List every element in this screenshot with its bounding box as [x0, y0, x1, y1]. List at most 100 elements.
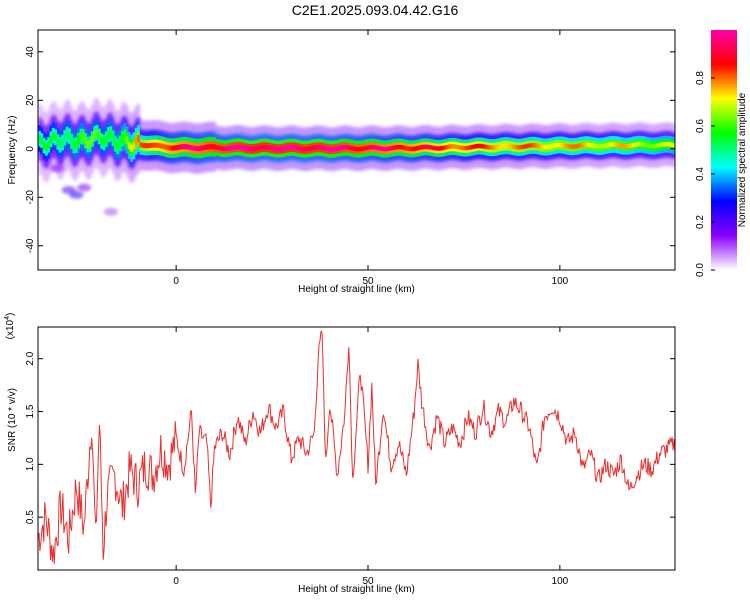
spectrogram-cell — [641, 142, 645, 147]
spectrogram-cell — [595, 144, 599, 149]
spectrogram-cell — [434, 146, 437, 151]
spectrogram-cell — [484, 144, 488, 150]
spectrogram-cell — [417, 145, 421, 150]
spectrogram-cell — [553, 143, 557, 148]
spectrogram-cell — [183, 144, 186, 150]
colorbar-tick-label: 0.6 — [695, 119, 706, 133]
spectrogram-cell — [344, 145, 348, 150]
spectrogram-cell — [231, 145, 235, 150]
scale-exponent: 4 — [4, 316, 11, 320]
spectrogram-cell — [219, 146, 223, 151]
spectrogram-cell — [387, 146, 391, 151]
spectrogram-cell — [284, 145, 288, 151]
spectrogram-cell — [252, 146, 256, 152]
spectrogram-cell — [422, 144, 426, 150]
spectrogram-cell — [77, 136, 81, 144]
spectrogram-cell — [54, 133, 58, 141]
spectrogram-cell — [503, 143, 506, 148]
spectrogram-cell — [109, 130, 113, 138]
spectrogram-cell — [427, 144, 431, 150]
spectrogram-cell — [535, 143, 539, 148]
snr-panel: 0 50 100 0.5 1.0 1.5 2.0 Height of straight li… — [4, 313, 676, 595]
spectrogram-cell — [632, 142, 635, 148]
spectrogram-cell — [498, 144, 502, 149]
snr-series-line — [38, 330, 675, 565]
spectrogram-cell — [74, 141, 78, 149]
spectrogram-cell — [659, 142, 663, 148]
spectrogram-cell — [146, 143, 150, 149]
spectrogram-cell — [590, 143, 594, 148]
spectrogram-cell — [335, 146, 338, 151]
spectrogram-cell — [153, 142, 157, 148]
spectrogram-cell — [127, 142, 131, 150]
spectrogram-cell — [436, 146, 440, 151]
spectrogram-cell — [505, 143, 509, 148]
spectrogram-cell — [477, 143, 481, 149]
spectrogram-heat-layer — [38, 97, 675, 216]
spectrogram-cell — [424, 144, 428, 150]
spectrogram-cell — [445, 144, 449, 150]
spectrogram-cell — [100, 137, 104, 145]
spectrogram-patch — [77, 183, 92, 192]
spectrogram-cell — [314, 145, 318, 150]
spectrogram-cell — [116, 142, 120, 150]
spectrogram-cell — [588, 142, 592, 148]
spectrogram-cell — [164, 144, 168, 150]
spectrogram-cell — [88, 140, 92, 148]
snr-y-tick-label: 1.0 — [25, 457, 36, 471]
spectrogram-cell — [332, 146, 336, 152]
spectrogram-cell — [134, 137, 138, 145]
page-title: C2E1.2025.093.04.42.G16 — [291, 2, 459, 18]
spectrogram-cell — [265, 145, 269, 150]
spectrogram-cell — [229, 145, 233, 151]
spectrogram-cell — [328, 146, 332, 152]
spectrogram-x-tick-label: 100 — [552, 276, 569, 287]
spectrogram-cell — [369, 145, 373, 150]
spectrogram-cell — [111, 134, 115, 142]
spectrogram-cell — [341, 145, 345, 150]
spectrogram-cell — [288, 145, 292, 150]
colorbar-label: Normalized spectral amplitude — [737, 92, 748, 227]
spectrogram-cell — [238, 144, 242, 150]
spectrogram-cell — [549, 144, 553, 149]
spectrogram-cell — [519, 145, 523, 150]
spectrogram-cell — [150, 142, 154, 148]
spectrogram-cell — [206, 144, 209, 150]
spectrogram-cell — [316, 145, 320, 150]
spectrogram-cell — [86, 141, 90, 149]
snr-y-tick-label: 2.0 — [25, 351, 36, 365]
spectrogram-cell — [311, 145, 315, 151]
spectrogram-cell — [671, 142, 675, 148]
spectrogram-cell — [157, 143, 161, 149]
spectrogram-cell — [415, 146, 419, 151]
spectrogram-cell — [38, 135, 41, 143]
spectrogram-cell — [576, 143, 580, 149]
spectrogram-cell — [546, 144, 550, 150]
spectrogram-cell — [466, 145, 470, 151]
spectrogram-cell — [107, 131, 110, 139]
spectrogram-cell — [194, 145, 198, 151]
spectrogram-cell — [622, 143, 626, 149]
spectrogram-cell — [348, 145, 352, 151]
spectrogram-cell — [431, 145, 435, 151]
spectrogram-cell — [196, 146, 200, 152]
spectrogram-cell — [148, 142, 152, 148]
spectrogram-cell — [201, 145, 205, 151]
spectrogram-cell — [562, 143, 566, 148]
spectrogram-cell — [330, 147, 334, 152]
spectrogram-cell — [51, 132, 55, 140]
spectrogram-cell — [602, 143, 605, 149]
spectrogram-cell — [629, 143, 633, 148]
spectrogram-cell — [378, 146, 382, 151]
spectrogram-cell — [160, 143, 163, 149]
spectrogram-cell — [574, 144, 578, 149]
spectrogram-cell — [461, 145, 465, 151]
spectrogram-cell — [277, 146, 281, 152]
scale-base: (x10 — [5, 319, 16, 339]
spectrogram-cell — [360, 146, 364, 152]
spectrogram-cell — [579, 143, 582, 148]
spectrogram-cell — [420, 145, 424, 150]
spectrogram-patch — [103, 207, 118, 216]
spectrogram-cell — [410, 146, 414, 152]
spectrogram-cell — [625, 144, 629, 149]
